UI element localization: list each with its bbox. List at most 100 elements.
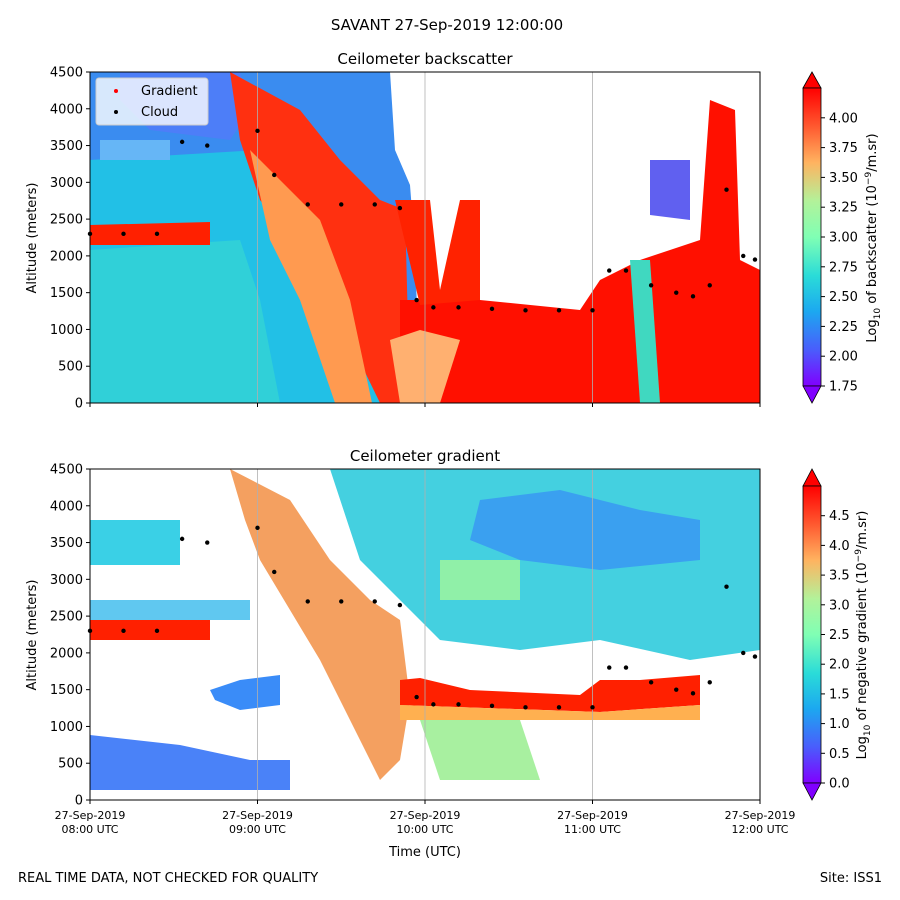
x-tick-label-date: 27-Sep-2019 [222,809,293,822]
cloud-point [556,308,562,313]
legend-box [95,77,209,126]
y-tick-label: 1000 [50,720,83,735]
cloud-point [272,569,277,575]
colorbar-tick-label: 4.00 [829,111,858,126]
cloud-point [372,599,377,604]
gradient-upper-left-blue [90,520,180,565]
colorbar-tick-label: 0.0 [829,777,850,792]
x-tick-label-date: 27-Sep-2019 [557,809,628,822]
cloud-point [255,128,260,134]
colorbar-tick-label: 3.75 [829,141,858,156]
gradient-title: Ceilometer gradient [350,447,500,465]
y-tick-label: 3500 [50,139,83,154]
colorbar-tick-label: 1.75 [829,380,858,395]
cloud-point [623,665,629,670]
gradient-green-streaks [420,720,540,780]
cloud-point [339,202,344,207]
y-tick-label: 500 [58,360,83,375]
gradient-low-layer-orange [400,705,700,720]
cloud-point [523,705,528,710]
cloud-point [154,231,160,237]
y-tick-label: 2000 [50,249,83,264]
cloud-point [724,187,729,192]
y-tick-label: 2500 [50,213,83,228]
legend: Gradient Cloud [95,77,209,126]
colorbar-tick-label: 2.00 [829,350,858,365]
cloud-point [414,297,419,303]
y-tick-label: 3000 [50,573,83,588]
gradient-ylabel: Altitude (meters) [25,580,40,691]
colorbar-tick-label: 3.25 [829,201,858,216]
cloud-point [339,599,344,604]
legend-cloud-marker [114,110,118,114]
colorbar-tick-label: 3.50 [829,171,858,186]
backscatter-y-axis: 0 500 1000 1500 2000 2500 3000 3500 4000 4500 [50,66,90,412]
cloud-point [272,172,277,178]
footer-quality-note: REAL TIME DATA, NOT CHECKED FOR QUALITY [18,871,318,886]
legend-gradient-marker [114,89,118,93]
y-tick-label: 4500 [50,463,83,478]
legend-gradient-label: Gradient [141,84,198,99]
x-tick-label-date: 27-Sep-2019 [55,809,126,822]
x-tick-label-date: 27-Sep-2019 [390,809,461,822]
x-tick-label-time: 08:00 UTC [61,823,118,836]
cloud-point [607,665,612,670]
cloud-point [431,702,436,707]
gradient-layer-2300-halo [90,600,250,620]
cloud-point [607,268,612,273]
cloud-point [752,654,758,659]
backscatter-cyan-gap [630,260,660,403]
colorbar-bot-label: Log10 of negative gradient (10−9/m.sr) [854,511,873,760]
cloud-point [305,599,310,604]
colorbar-tick-label: 2.5 [829,628,850,643]
cloud-point [121,628,126,634]
cloud-point [674,687,679,692]
colorbar-tick-label: 3.0 [829,598,850,613]
colorbar-bot-body [802,485,822,784]
cloud-point [456,702,461,707]
cloud-point [489,703,495,709]
colorbar-tick-label: 2.25 [829,320,858,335]
y-tick-label: 4000 [50,499,83,514]
colorbar-tick-label: 4.0 [829,539,850,554]
y-tick-label: 3000 [50,176,83,191]
colorbar-bot-extend-high [802,468,822,487]
cloud-point [648,283,654,288]
gradient-low-layer-red [400,675,700,712]
x-tick-label-time: 10:00 UTC [396,823,453,836]
colorbar-tick-label: 2.0 [829,658,850,673]
cloud-point [590,308,595,313]
colorbar-tick-label: 1.5 [829,687,850,702]
gradient-colorbar: 0.0 0.5 1.0 1.5 2.0 2.5 3.0 3.5 4.0 4.5 Log10 of … [802,468,873,801]
backscatter-layer-2300 [90,222,210,245]
backscatter-title: Ceilometer backscatter [337,50,513,68]
gradient-layer-2300 [90,617,210,640]
gradient-blue-blob [210,675,280,710]
cloud-point [397,205,403,211]
cloud-point [372,202,377,207]
colorbar-top-extend-high [802,71,822,89]
cloud-point [556,705,562,710]
gradient-blue-bottom [90,735,290,790]
y-tick-label: 4500 [50,66,83,81]
gradient-green-patch [440,560,520,600]
cloud-point [707,680,712,685]
colorbar-top-label: Log10 of backscatter (10−9/m.sr) [864,133,883,342]
cloud-point [741,253,746,259]
x-tick-label-time: 11:00 UTC [564,823,621,836]
colorbar-tick-label: 2.50 [829,290,858,305]
cloud-point [205,143,210,148]
x-tick-label-date: 27-Sep-2019 [725,809,796,822]
backscatter-cloud-series [87,128,758,313]
legend-cloud-label: Cloud [141,105,178,120]
y-tick-label: 1000 [50,323,83,338]
cloud-point [179,139,185,145]
cloud-point [648,680,654,685]
y-tick-label: 3500 [50,536,83,551]
gradient-xlabel: Time (UTC) [388,845,461,860]
colorbar-tick-label: 0.5 [829,747,850,762]
y-tick-label: 0 [75,794,83,809]
cloud-point [305,202,310,207]
